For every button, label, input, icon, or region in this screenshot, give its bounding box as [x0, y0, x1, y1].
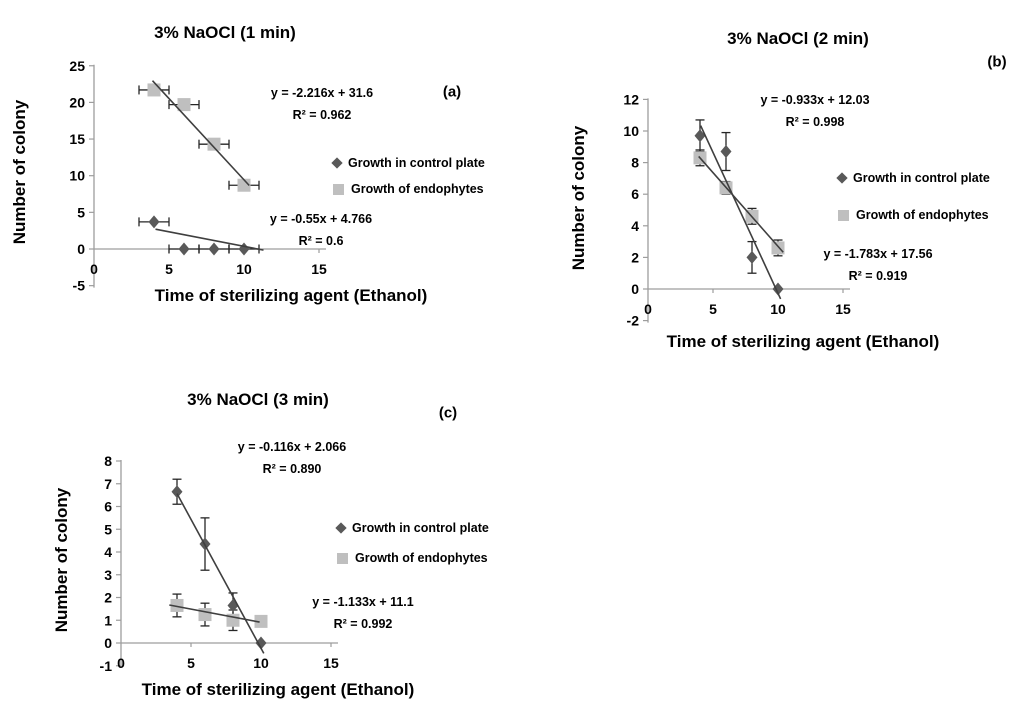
svg-text:6: 6: [104, 499, 112, 515]
legend-item-endophytes: Growth of endophytes: [333, 182, 484, 196]
svg-text:5: 5: [709, 301, 717, 317]
equation-text: y = -1.133x + 11.1: [312, 595, 414, 609]
legend-label: Growth of endophytes: [355, 551, 488, 565]
chart-title: 3% NaOCl (1 min): [154, 23, 296, 42]
chart-panel-c: -1 0 1 2 3 4 5 6 7 8 0 5 10 15 3% NaOCl (3 min) (c) y…: [40, 372, 490, 720]
legend-label: Growth in control plate: [352, 521, 489, 535]
svg-text:15: 15: [323, 655, 339, 671]
svg-text:25: 25: [69, 58, 85, 74]
svg-text:15: 15: [69, 131, 85, 147]
r-squared-value: R² = 0.890: [262, 462, 322, 476]
chart-panel-a: -5 0 5 10 15 20 25 0 5 10 15 3% NaOCl (1 min) (a) …: [0, 0, 530, 350]
trendline-equation-control: y = -1.133x + 11.1 R² = 0.992: [312, 591, 413, 635]
svg-text:0: 0: [631, 281, 639, 297]
x-axis-title: Time of sterilizing agent (Ethanol): [154, 286, 428, 305]
svg-text:4: 4: [631, 218, 639, 234]
legend-item-control: Growth in control plate: [331, 156, 485, 170]
trendline-equation-endophytes: y = -0.116x + 2.066 R² = 0.890: [238, 436, 346, 480]
svg-text:0: 0: [104, 635, 112, 651]
svg-text:-1: -1: [100, 658, 113, 674]
svg-text:2: 2: [631, 249, 639, 265]
svg-text:10: 10: [69, 168, 85, 184]
legend-item-endophytes: Growth of endophytes: [337, 551, 488, 565]
r-squared-value: R² = 0.962: [292, 108, 352, 122]
svg-text:5: 5: [77, 204, 85, 220]
svg-text:0: 0: [644, 301, 652, 317]
svg-text:3: 3: [104, 567, 112, 583]
legend-item-control: Growth in control plate: [836, 171, 990, 185]
svg-text:15: 15: [835, 301, 851, 317]
legend-item-endophytes: Growth of endophytes: [838, 208, 989, 222]
legend-diamond-icon: [335, 522, 347, 534]
legend-square-icon: [333, 183, 344, 195]
y-axis-title: Number of colony: [10, 99, 29, 245]
chart-title: 3% NaOCl (2 min): [727, 29, 869, 48]
equation-text: y = -1.783x + 17.56: [823, 247, 933, 261]
r-squared-value: R² = 0.992: [333, 617, 393, 631]
svg-text:8: 8: [104, 453, 112, 469]
svg-text:10: 10: [236, 261, 252, 277]
svg-text:7: 7: [104, 476, 112, 492]
svg-text:-5: -5: [73, 278, 86, 294]
y-axis-title: Number of colony: [52, 487, 71, 633]
svg-text:20: 20: [69, 94, 85, 110]
y-axis-title: Number of colony: [569, 125, 588, 271]
svg-text:5: 5: [165, 261, 173, 277]
x-axis-title: Time of sterilizing agent (Ethanol): [666, 332, 940, 351]
legend-diamond-icon: [331, 157, 343, 169]
svg-text:6: 6: [631, 186, 639, 202]
svg-text:4: 4: [104, 544, 112, 560]
r-squared-value: R² = 0.919: [848, 269, 908, 283]
equation-text: y = -2.216x + 31.6: [270, 86, 374, 100]
svg-text:8: 8: [631, 155, 639, 171]
panel-label: (b): [987, 53, 1007, 71]
svg-text:5: 5: [187, 655, 195, 671]
panel-label: (a): [442, 83, 462, 101]
legend-label: Growth in control plate: [853, 171, 990, 185]
legend-square-icon: [337, 552, 348, 564]
svg-text:2: 2: [104, 590, 112, 606]
svg-text:12: 12: [623, 91, 639, 107]
equation-text: y = -0.55x + 4.766: [269, 212, 373, 226]
svg-text:5: 5: [104, 521, 112, 537]
svg-text:10: 10: [623, 123, 639, 139]
x-axis-title: Time of sterilizing agent (Ethanol): [141, 680, 415, 699]
legend-item-control: Growth in control plate: [335, 521, 489, 535]
svg-text:0: 0: [90, 261, 98, 277]
equation-text: y = -0.933x + 12.03: [760, 93, 870, 107]
legend-label: Growth of endophytes: [351, 182, 484, 196]
trendline-equation-endophytes: y = -2.216x + 31.6 R² = 0.962: [271, 82, 373, 126]
legend-label: Growth in control plate: [348, 156, 485, 170]
r-squared-value: R² = 0.6: [298, 234, 344, 248]
panel-label: (c): [438, 404, 458, 422]
legend-square-icon: [838, 209, 849, 221]
equation-text: y = -0.116x + 2.066: [237, 440, 347, 454]
trendline-equation-control: y = -0.55x + 4.766 R² = 0.6: [270, 208, 372, 252]
svg-text:0: 0: [77, 241, 85, 257]
svg-text:10: 10: [770, 301, 786, 317]
svg-text:1: 1: [104, 612, 112, 628]
svg-text:15: 15: [311, 261, 327, 277]
svg-text:10: 10: [253, 655, 269, 671]
trendline-equation-endophytes: y = -0.933x + 12.03 R² = 0.998: [760, 89, 869, 133]
chart-panel-b: -2 0 2 4 6 8 10 12 0 5 10 15 3% NaOCl (2 min) (b) y…: [560, 18, 1024, 368]
legend-label: Growth of endophytes: [856, 208, 989, 222]
chart-title: 3% NaOCl (3 min): [187, 390, 329, 409]
legend-diamond-icon: [836, 172, 848, 184]
trendline-equation-control: y = -1.783x + 17.56 R² = 0.919: [823, 243, 932, 287]
svg-text:0: 0: [117, 655, 125, 671]
svg-text:-2: -2: [627, 313, 640, 329]
r-squared-value: R² = 0.998: [785, 115, 845, 129]
